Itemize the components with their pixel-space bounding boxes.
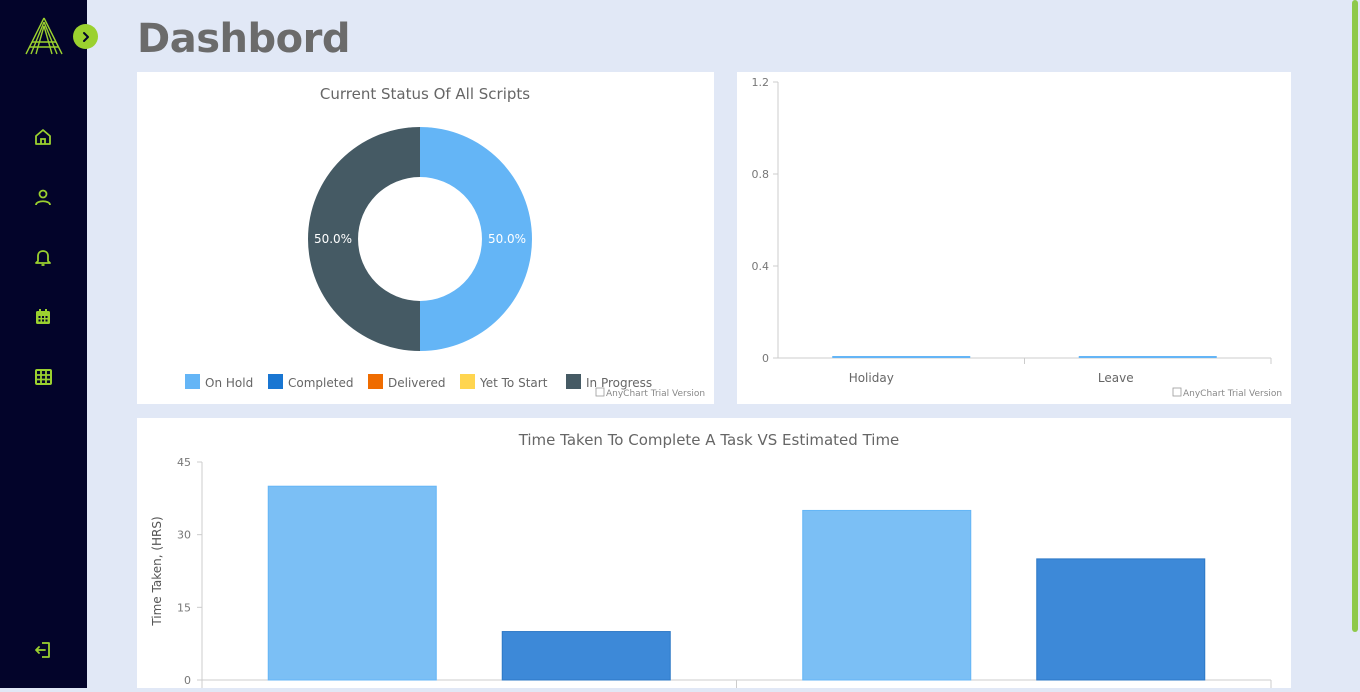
- scrollbar[interactable]: [1352, 0, 1358, 632]
- y-axis-title: Time Taken, (HRS): [150, 516, 164, 626]
- anychart-logo-icon: [1172, 387, 1182, 397]
- y-tick-label: 45: [177, 456, 191, 469]
- legend-swatch: [566, 374, 581, 389]
- legend-swatch: [368, 374, 383, 389]
- x-tick-label: Leave: [1098, 371, 1134, 385]
- table-icon: [35, 369, 52, 385]
- bar: [832, 356, 971, 358]
- donut-slice-on-hold: [420, 127, 532, 351]
- chart-title: Current Status Of All Scripts: [320, 85, 530, 103]
- nav-home[interactable]: [31, 125, 55, 149]
- logo[interactable]: [24, 16, 64, 56]
- nav-logout[interactable]: [31, 638, 55, 662]
- legend-swatch: [460, 374, 475, 389]
- y-tick-label: 1.2: [752, 76, 770, 89]
- bar: [1036, 558, 1206, 681]
- y-tick-label: 0.8: [752, 168, 770, 181]
- time-bar-chart: Time Taken To Complete A Task VS Estimat…: [150, 431, 1272, 688]
- logo-icon: [25, 17, 63, 55]
- slice-label: 50.0%: [488, 232, 526, 246]
- page-title: Dashbord: [137, 16, 350, 62]
- nav-table[interactable]: [31, 365, 55, 389]
- home-icon: [35, 129, 51, 145]
- legend-swatch: [185, 374, 200, 389]
- y-tick-label: 30: [177, 529, 191, 542]
- slice-label: 50.0%: [314, 232, 352, 246]
- legend-item: On Hold: [205, 376, 253, 390]
- nav-notifications[interactable]: [31, 245, 55, 269]
- chart-title: Time Taken To Complete A Task VS Estimat…: [518, 431, 900, 449]
- y-tick-label: 0: [762, 352, 769, 365]
- y-tick-label: 0.4: [752, 260, 770, 273]
- x-tick-label: Holiday: [849, 371, 894, 385]
- y-tick-label: 0: [184, 674, 191, 687]
- anychart-logo-icon: [595, 387, 605, 397]
- bar: [267, 485, 437, 681]
- time-chart-card: Time Taken To Complete A Task VS Estimat…: [137, 418, 1291, 688]
- legend-swatch: [268, 374, 283, 389]
- leave-chart-card: 0 0.4 0.8 1.2 Holiday Leave AnyChart Trial Ver…: [737, 72, 1291, 404]
- user-icon: [35, 189, 51, 206]
- legend-item: In Progress: [586, 376, 652, 390]
- bar: [1078, 356, 1217, 358]
- bar: [501, 631, 671, 681]
- status-donut-chart: Current Status Of All Scripts 50.0% 50.0% O…: [185, 85, 705, 399]
- chevron-right-icon: [82, 31, 89, 42]
- status-chart-card: Current Status Of All Scripts 50.0% 50.0% O…: [137, 72, 714, 404]
- logout-icon: [35, 642, 50, 658]
- calendar-icon: [36, 309, 50, 324]
- nav-calendar[interactable]: [31, 305, 55, 329]
- donut-slice-in-progress: [308, 127, 420, 351]
- nav-profile[interactable]: [31, 185, 55, 209]
- sidebar-toggle-button[interactable]: [73, 24, 98, 49]
- legend-item: Delivered: [388, 376, 445, 390]
- bar: [802, 509, 972, 681]
- leave-bar-chart: 0 0.4 0.8 1.2 Holiday Leave AnyChart Trial Ver…: [752, 76, 1283, 399]
- y-tick-label: 15: [177, 601, 191, 614]
- sidebar: [0, 0, 98, 688]
- legend-item: Yet To Start: [479, 376, 548, 390]
- bell-icon: [35, 250, 51, 266]
- legend-item: Completed: [288, 376, 353, 390]
- chart-credit: AnyChart Trial Version: [606, 389, 705, 399]
- chart-credit: AnyChart Trial Version: [1183, 389, 1282, 399]
